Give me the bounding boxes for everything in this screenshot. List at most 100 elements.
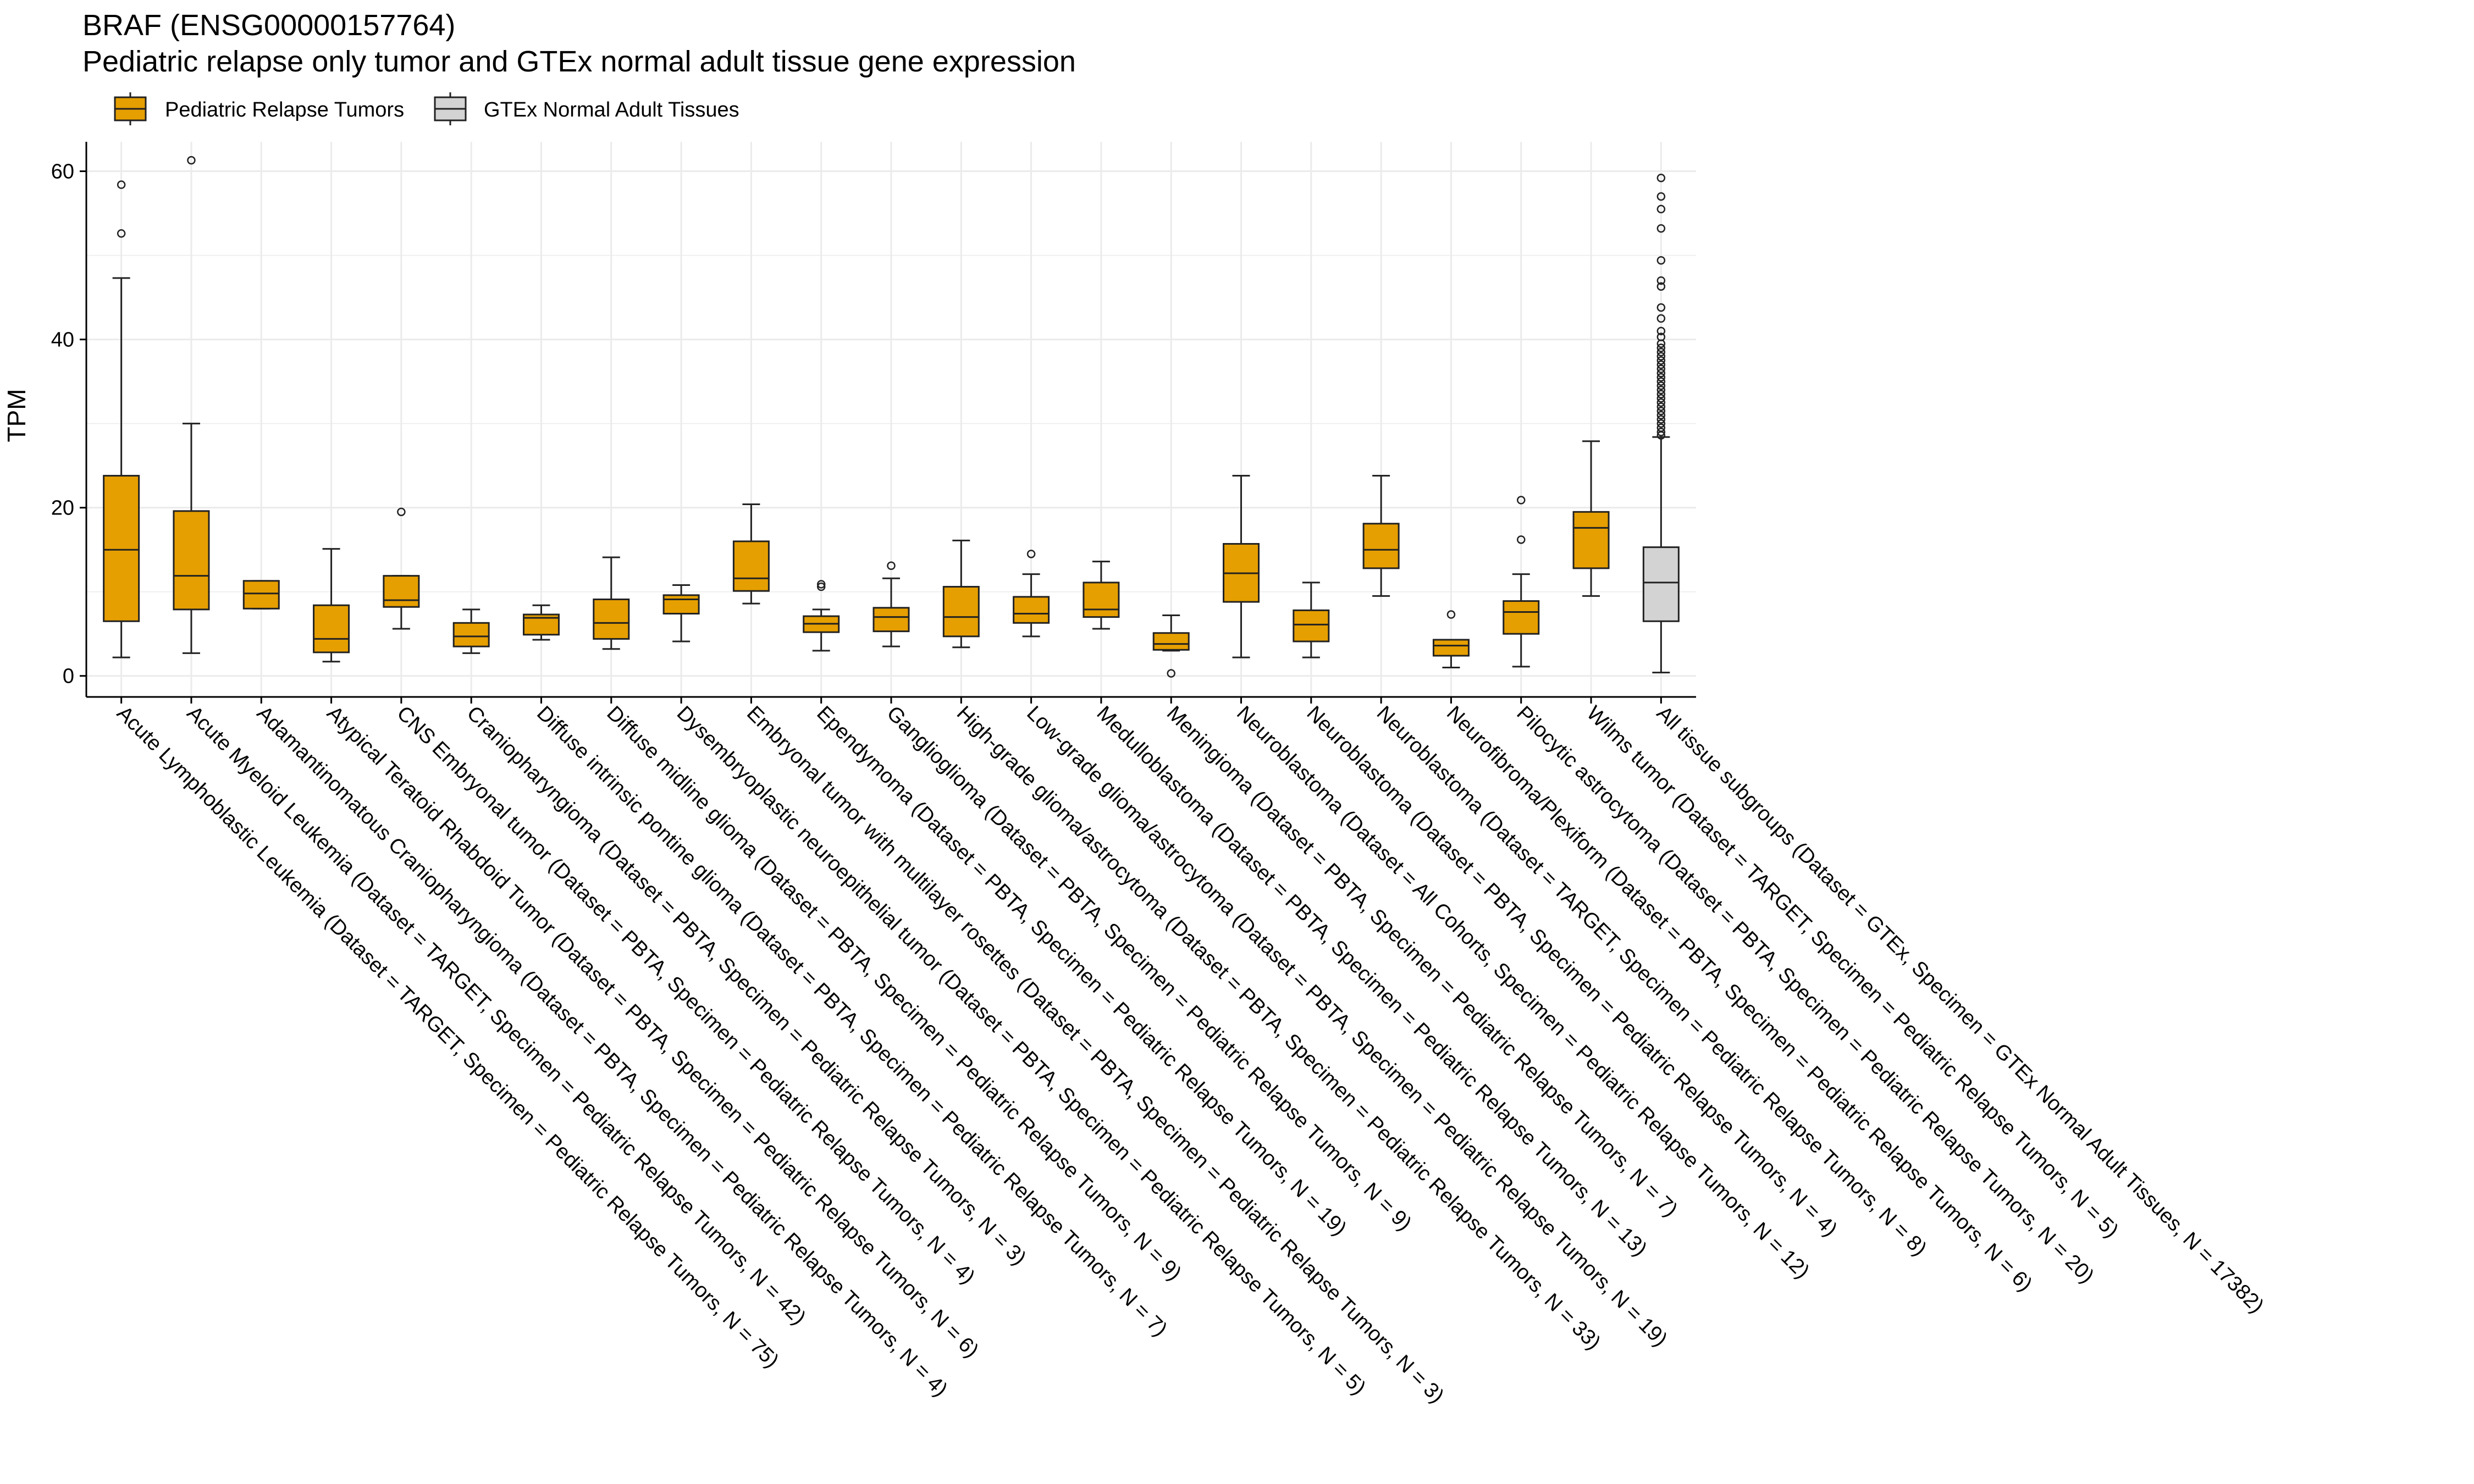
box [593, 598, 630, 640]
outlier-point [1656, 402, 1666, 411]
box-group [1083, 561, 1120, 630]
outlier-point [816, 582, 826, 591]
x-tick-label: Ganglioglioma (Dataset = PBTA, Specimen … [882, 702, 1416, 1236]
box-group [872, 561, 910, 647]
box-group [103, 180, 140, 658]
outlier-point [187, 156, 196, 165]
box [452, 622, 490, 647]
outlier-point [1656, 423, 1666, 433]
y-tick-label: 60 [51, 160, 74, 184]
outlier-point [1656, 411, 1666, 420]
legend-item-gtex: GTEx Normal Adult Tissues [434, 92, 739, 125]
outlier-point [1656, 381, 1666, 390]
outlier-point [1656, 256, 1666, 265]
box-group [1293, 582, 1330, 658]
outlier-point [1656, 174, 1666, 182]
outlier-point [1516, 496, 1526, 505]
outlier-point [397, 507, 406, 517]
outlier-point [1656, 333, 1666, 341]
box-group [1013, 550, 1050, 638]
box [732, 540, 770, 592]
box [313, 604, 350, 654]
outlier-point [1516, 535, 1526, 544]
outlier-point [1656, 224, 1666, 233]
legend: Pediatric Relapse Tumors GTEx Normal Adu… [114, 92, 739, 125]
x-tick-label: Acute Lymphoblastic Leukemia (Dataset = … [112, 702, 783, 1372]
outlier-point [1656, 303, 1666, 312]
box-group [383, 507, 420, 630]
legend-label-gtex: GTEx Normal Adult Tissues [484, 98, 739, 121]
box-group [1362, 475, 1400, 597]
outlier-point [1026, 550, 1036, 558]
box [1432, 639, 1470, 657]
box [662, 594, 700, 615]
outlier-point [816, 580, 826, 589]
outlier-point [887, 561, 896, 571]
box [1152, 632, 1190, 651]
box [1642, 546, 1680, 622]
outlier-point [1656, 344, 1666, 352]
x-tick-label: Neuroblastoma (Dataset = PBTA, Specimen … [1302, 702, 1841, 1241]
outlier-point [117, 180, 126, 189]
box [872, 607, 910, 633]
x-tick-label: Ependymoma (Dataset = PBTA, Specimen = P… [812, 702, 1351, 1241]
box [1083, 582, 1120, 618]
box-group [242, 580, 280, 610]
outlier-point [1446, 610, 1456, 619]
outlier-point [1656, 356, 1666, 365]
box [1362, 523, 1400, 569]
y-tick-label: 0 [63, 665, 74, 688]
box-group [662, 584, 700, 643]
box [103, 475, 140, 622]
legend-item-relapse: Pediatric Relapse Tumors [114, 92, 404, 125]
chart-title: BRAF (ENSG00000157764) [82, 9, 455, 42]
box [173, 510, 210, 611]
y-axis: 0 20 40 60 [51, 142, 87, 697]
box [1503, 600, 1540, 635]
box-group [1642, 174, 1680, 674]
outlier-point [1656, 377, 1666, 386]
y-axis-label: TPM [2, 389, 31, 442]
y-tick-label: 40 [51, 329, 74, 352]
box [942, 586, 980, 638]
outlier-point [1656, 428, 1666, 436]
outlier-point [1656, 415, 1666, 424]
outlier-point [1656, 192, 1666, 201]
outlier-point [1656, 373, 1666, 382]
outlier-point [1656, 276, 1666, 285]
box-group [1223, 475, 1260, 658]
box-group [942, 539, 980, 649]
outlier-point [1656, 282, 1666, 291]
box [1013, 596, 1050, 624]
outlier-point [1656, 326, 1666, 336]
outlier-point [1656, 352, 1666, 361]
outlier-point [1656, 369, 1666, 378]
outlier-point [1167, 669, 1175, 678]
box-group [1432, 610, 1470, 668]
box [383, 575, 420, 608]
y-tick-label: 20 [51, 497, 74, 520]
box-group [1152, 614, 1190, 678]
legend-label-relapse: Pediatric Relapse Tumors [165, 98, 404, 121]
outlier-point [1656, 360, 1666, 369]
outlier-point [1656, 314, 1666, 323]
x-tick-label: Atypical Teratoid Rhabdoid Tumor (Datase… [322, 702, 983, 1363]
outlier-point [117, 229, 126, 238]
box [242, 580, 280, 610]
box-group [313, 548, 350, 663]
x-tick-label: High-grade glioma/astrocytoma (Dataset =… [952, 702, 1605, 1354]
chart-subtitle: Pediatric relapse only tumor and GTEx no… [82, 45, 1076, 78]
box-group [593, 556, 630, 650]
outlier-point [1656, 390, 1666, 398]
box-group [1503, 496, 1540, 668]
box [1293, 609, 1330, 643]
x-tick-label: Wilms tumor (Dataset = TARGET, Specimen … [1582, 702, 2123, 1243]
outlier-point [1656, 394, 1666, 403]
x-axis: Acute Lymphoblastic Leukemia (Dataset = … [86, 696, 2268, 1408]
box-group [803, 580, 840, 652]
outlier-point [1656, 398, 1666, 407]
boxes [103, 156, 1680, 678]
outlier-point [1656, 406, 1666, 416]
outlier-point [1656, 364, 1666, 373]
